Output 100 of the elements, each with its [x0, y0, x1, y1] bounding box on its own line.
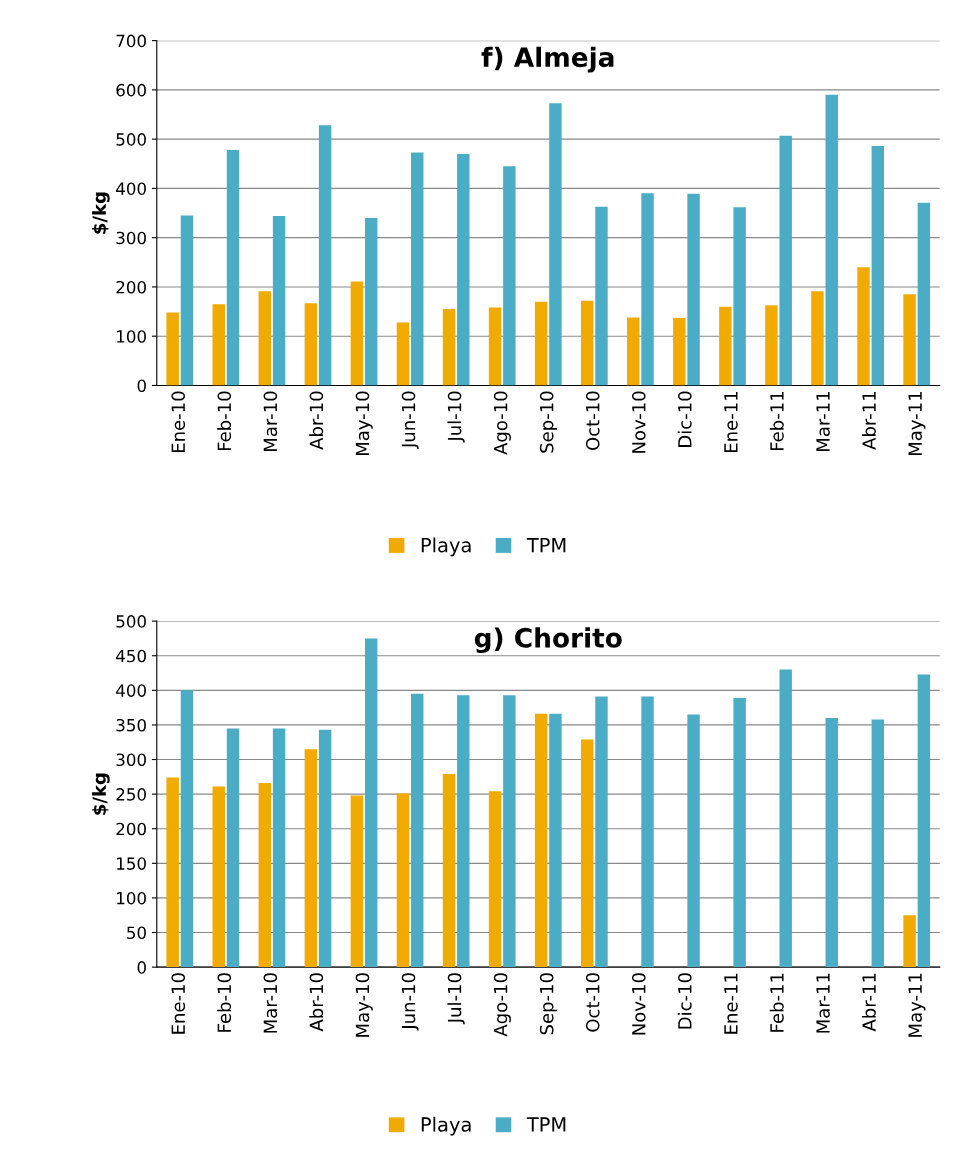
- x-tick-label: Mar-10: [263, 391, 278, 451]
- bar: [180, 215, 194, 386]
- x-tick-label: Oct-10: [585, 973, 600, 1032]
- y-tick-label: 0: [137, 379, 146, 393]
- bar: [457, 153, 470, 386]
- bar: [318, 125, 332, 386]
- bar: [318, 729, 332, 968]
- x-tick-label: Jun-10: [401, 973, 419, 1031]
- y-tick-label: 400: [116, 182, 146, 195]
- x-tick-label: Ene-10: [171, 973, 186, 1034]
- bar: [595, 696, 608, 968]
- bar: [396, 322, 410, 386]
- y-tick-label: 150: [117, 857, 146, 870]
- y-tick-label: 500: [116, 615, 146, 628]
- chart-title: f) Almeja: [481, 46, 614, 73]
- x-tick-label: Feb-11: [769, 973, 784, 1032]
- bar: [258, 783, 271, 968]
- x-tick-label: Nov-10: [631, 391, 646, 453]
- bar: [503, 695, 516, 968]
- y-tick-label: 300: [116, 753, 146, 767]
- y-tick-label: 100: [117, 330, 146, 343]
- legend-label: Playa: [421, 537, 471, 557]
- bar: [457, 695, 470, 968]
- bar: [304, 303, 318, 386]
- x-tick-label: Sep-10: [539, 391, 557, 453]
- x-tick-label: Mar-10: [263, 973, 278, 1033]
- legend-label: TPM: [526, 1117, 566, 1132]
- x-tick-label: Feb-10: [217, 391, 232, 450]
- bar: [350, 795, 364, 968]
- bar: [779, 135, 792, 386]
- y-tick-label: 0: [137, 961, 146, 974]
- y-tick-label: 250: [116, 788, 146, 801]
- chart-title: g) Chorito: [474, 627, 622, 654]
- bar: [411, 152, 424, 386]
- bar: [411, 693, 424, 968]
- x-tick-label: Abr-11: [861, 973, 876, 1032]
- x-tick-label: Abr-11: [861, 391, 876, 450]
- y-tick-label: 300: [116, 231, 146, 245]
- bar: [903, 915, 916, 968]
- x-tick-label: Feb-11: [769, 391, 784, 450]
- x-tick-label: May-11: [908, 391, 926, 456]
- x-tick-label: Dic-10: [677, 973, 692, 1029]
- bar: [166, 777, 179, 968]
- bar: [871, 146, 885, 386]
- x-tick-label: Sep-10: [539, 973, 557, 1035]
- legend-label: Playa: [421, 1116, 471, 1136]
- bar: [549, 103, 562, 386]
- y-tick-label: 100: [117, 891, 146, 905]
- x-tick-label: Dic-10: [677, 391, 692, 447]
- bar: [272, 216, 286, 386]
- y-tick-label: 500: [116, 133, 146, 146]
- bar: [396, 793, 410, 968]
- bar: [687, 193, 700, 386]
- x-tick-label: May-11: [908, 973, 926, 1037]
- bar: [733, 697, 746, 968]
- bar: [350, 281, 364, 386]
- bar: [226, 728, 240, 968]
- bar: [627, 317, 640, 386]
- y-tick-label: 600: [116, 83, 146, 97]
- x-tick-label: Jun-10: [401, 391, 419, 449]
- x-tick-label: Oct-10: [585, 391, 600, 451]
- x-tick-label: Ago-10: [493, 973, 511, 1037]
- y-tick-label: 700: [116, 34, 146, 48]
- bar: [488, 307, 502, 386]
- bar: [687, 714, 700, 968]
- bar: [549, 713, 562, 968]
- bar: [811, 291, 824, 386]
- bar: [258, 291, 271, 386]
- x-tick-label: Abr-10: [309, 973, 324, 1032]
- y-axis-title: $/kg: [92, 773, 110, 815]
- bar: [534, 713, 548, 968]
- bar: [304, 749, 318, 968]
- bar: [825, 718, 838, 968]
- x-tick-label: May-10: [355, 973, 373, 1037]
- x-tick-label: Ene-11: [724, 973, 738, 1034]
- bar: [212, 304, 225, 386]
- bar: [903, 294, 916, 386]
- bar: [733, 207, 746, 386]
- bar: [488, 791, 502, 968]
- bar: [364, 638, 378, 968]
- y-tick-label: 350: [116, 718, 146, 732]
- y-tick-label: 400: [116, 684, 146, 697]
- bar: [779, 669, 792, 968]
- bar: [534, 301, 548, 386]
- x-tick-label: Jul-10: [447, 973, 465, 1025]
- bar: [917, 674, 931, 968]
- y-tick-label: 200: [116, 822, 146, 836]
- bar: [212, 786, 225, 968]
- bar: [719, 306, 732, 386]
- bar: [641, 696, 654, 968]
- x-tick-label: Abr-10: [309, 391, 324, 450]
- bar: [580, 300, 594, 386]
- x-tick-label: Nov-10: [631, 973, 646, 1035]
- bar: [226, 149, 240, 386]
- y-tick-label: 200: [116, 280, 146, 294]
- x-tick-label: Ene-10: [171, 391, 186, 452]
- y-tick-label: 450: [116, 649, 146, 663]
- bar: [272, 728, 286, 968]
- legend-label: TPM: [526, 538, 566, 553]
- bar: [166, 312, 179, 386]
